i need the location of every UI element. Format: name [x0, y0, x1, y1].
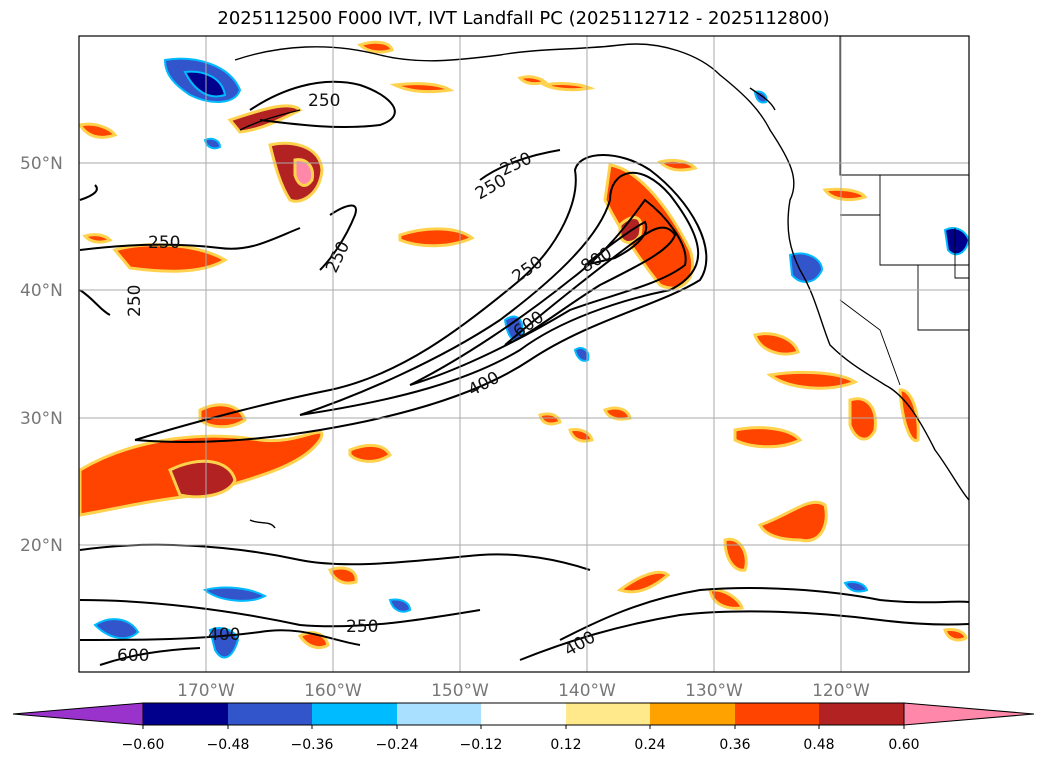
lon-label: 130°W: [685, 681, 743, 701]
ivt-contours: [79, 80, 969, 666]
colorbar-tick-label: −0.12: [460, 737, 503, 753]
colorbar-frame: [142, 702, 905, 726]
contour-label: 250: [346, 617, 378, 637]
lon-label: 140°W: [558, 681, 616, 701]
colorbar-segment: [735, 703, 819, 725]
colorbar-tick-label: 0.48: [803, 737, 834, 753]
plot-border: [78, 35, 970, 673]
colorbar: −0.60 −0.48 −0.36 −0.24 −0.12 0.12 0.24 …: [12, 702, 1035, 753]
positive-ivt-shading: [79, 40, 968, 650]
map-title: 2025112500 F000 IVT, IVT Landfall PC (20…: [217, 8, 830, 29]
colorbar-tick-label: 0.36: [719, 737, 750, 753]
contour-label: 400: [208, 625, 240, 645]
colorbar-segment: [819, 703, 904, 725]
negative-ivt-shading: [93, 57, 969, 659]
lat-label: 40°N: [20, 281, 63, 301]
lat-label: 30°N: [20, 409, 63, 429]
colorbar-tick-label: −0.24: [376, 737, 419, 753]
lon-label: 170°W: [177, 681, 235, 701]
colorbar-segment: [397, 703, 481, 725]
colorbar-over-extension: [903, 702, 1035, 726]
colorbar-segment: [312, 703, 397, 725]
contour-label: 250: [308, 91, 340, 111]
contour-label: 600: [117, 646, 149, 666]
lat-label: 20°N: [20, 536, 63, 556]
colorbar-tick-label: −0.60: [122, 737, 165, 753]
longitude-labels: 170°W 160°W 150°W 140°W 130°W 120°W: [177, 681, 870, 701]
colorbar-segment: [566, 703, 650, 725]
colorbar-segment: [481, 703, 566, 725]
latitude-labels: 50°N 40°N 30°N 20°N: [20, 154, 63, 556]
coastlines: [234, 43, 969, 529]
contour-label: 250: [148, 233, 180, 253]
lon-label: 150°W: [431, 681, 489, 701]
plot-area: [79, 36, 969, 672]
colorbar-under-extension: [12, 702, 144, 726]
lon-label: 120°W: [812, 681, 870, 701]
colorbar-tick-label: 0.12: [550, 737, 581, 753]
colorbar-segment: [650, 703, 735, 725]
contour-label: 250: [125, 285, 145, 317]
colorbar-tick-label: −0.36: [291, 737, 334, 753]
colorbar-tick-label: 0.60: [888, 737, 919, 753]
colorbar-segment: [228, 703, 312, 725]
political-borders: [839, 36, 969, 386]
gridlines: [79, 36, 969, 672]
colorbar-tick-label: −0.48: [207, 737, 250, 753]
colorbar-segment: [143, 703, 228, 725]
lat-label: 50°N: [20, 154, 63, 174]
lon-label: 160°W: [304, 681, 362, 701]
colorbar-tick-label: 0.24: [634, 737, 665, 753]
